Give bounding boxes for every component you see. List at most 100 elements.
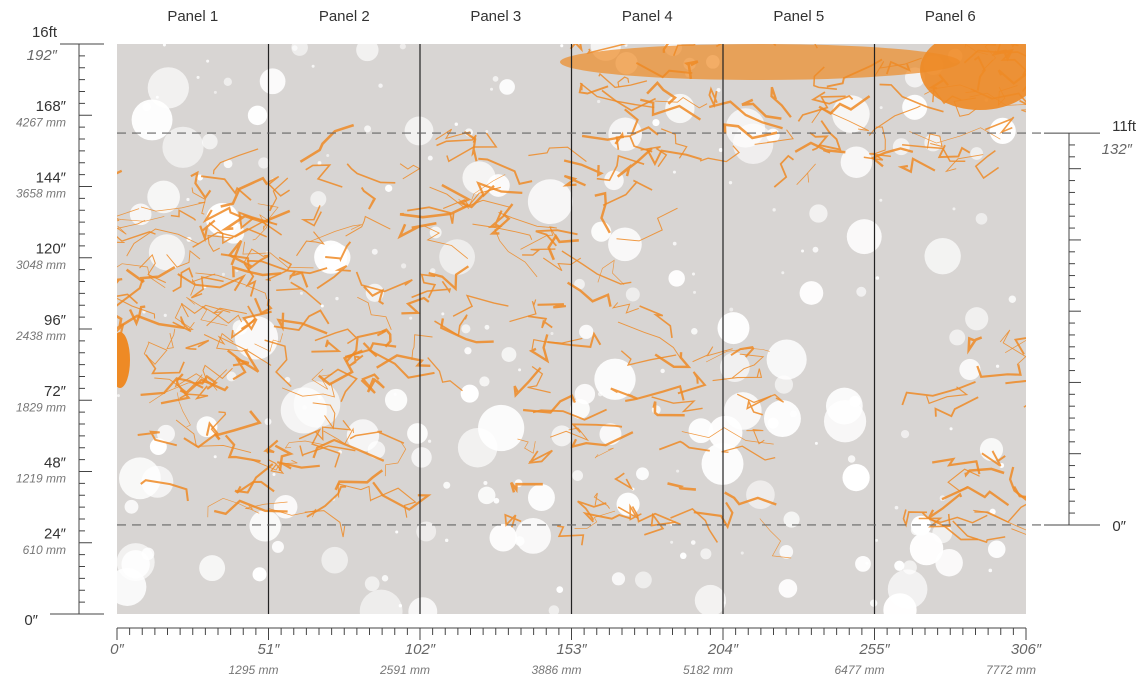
bubble (729, 307, 734, 312)
bubble (856, 286, 867, 297)
ruler-label: 0″ (24, 612, 38, 629)
ruler-label: 0″ (1112, 518, 1126, 535)
vein (154, 374, 203, 393)
panel-label: Panel 5 (773, 8, 824, 25)
vein (476, 181, 523, 198)
vein (370, 487, 417, 518)
vein (207, 497, 260, 518)
vein (166, 328, 176, 350)
bubble (162, 44, 166, 47)
vein (264, 339, 292, 388)
bubble (690, 540, 696, 545)
vein (926, 386, 969, 405)
bubble (902, 94, 928, 120)
vein (1041, 364, 1104, 391)
bubble (1008, 295, 1017, 303)
vein (306, 485, 347, 518)
bubble (550, 331, 554, 336)
bubble (691, 272, 696, 276)
vein (974, 149, 1000, 180)
vein (436, 134, 477, 147)
bubble (979, 438, 1004, 462)
vein (311, 339, 342, 353)
vein (220, 209, 291, 231)
bubble (364, 576, 380, 592)
bubble (258, 157, 270, 169)
vein (276, 312, 328, 335)
bubble (799, 281, 824, 305)
vein (1049, 416, 1077, 441)
panel-label: Panel 4 (622, 8, 673, 25)
vein (602, 179, 653, 207)
bubble (247, 105, 268, 126)
vein (918, 513, 951, 528)
vein (1013, 337, 1026, 355)
bubble (483, 480, 488, 486)
bubble (870, 599, 878, 607)
bubble (847, 455, 856, 463)
vein (997, 3, 1070, 26)
vein (212, 148, 259, 175)
vein (276, 281, 322, 306)
bubble (774, 375, 794, 394)
vein (311, 368, 333, 390)
bubble (887, 569, 928, 610)
vein (381, 328, 392, 348)
bubble (716, 87, 721, 93)
vein (227, 239, 252, 268)
vein (180, 303, 231, 318)
ruler-label: 7772 mm (986, 663, 1036, 677)
bubble (409, 316, 413, 320)
vein (117, 279, 144, 307)
vein (117, 219, 146, 235)
vein (723, 123, 778, 140)
vein (616, 207, 678, 242)
bubble (492, 75, 499, 82)
ruler-label: 120″ (36, 241, 67, 258)
vein (1005, 379, 1026, 385)
bubble (679, 552, 687, 560)
bubble (367, 441, 386, 459)
bubble (959, 358, 981, 381)
vein (758, 0, 785, 4)
vein (658, 440, 710, 452)
bubble (404, 116, 434, 146)
vein (213, 499, 288, 516)
vein (1105, 104, 1138, 116)
ruler-label: 3048 mm (16, 258, 66, 272)
ruler-label: 72″ (44, 383, 67, 400)
vein (952, 520, 1006, 544)
bubble (141, 547, 155, 561)
bubble (234, 316, 279, 360)
vein (201, 305, 243, 324)
vein (617, 503, 642, 521)
vein (140, 377, 204, 396)
bubble (464, 347, 472, 355)
vein (202, 364, 233, 383)
vein (224, 434, 261, 463)
bubble (484, 324, 490, 330)
vein (357, 296, 392, 330)
bubble (489, 524, 518, 552)
vein (754, 129, 794, 145)
ruler-label: 255″ (858, 641, 890, 658)
vein (594, 191, 611, 234)
vein (160, 373, 191, 405)
vein (1067, 399, 1116, 409)
vein (220, 176, 269, 208)
bubble (461, 324, 471, 334)
vein (909, 127, 1001, 144)
vein (797, 95, 846, 122)
bubble (272, 473, 276, 477)
vein (557, 525, 585, 546)
vein (901, 381, 976, 406)
vein (299, 123, 355, 163)
ruler-label: 5182 mm (683, 663, 733, 677)
ruler-label: 51″ (258, 641, 281, 658)
vein (1056, 66, 1094, 77)
bubble (855, 555, 871, 572)
vein (1098, 69, 1138, 86)
vein (543, 257, 582, 272)
vein (246, 259, 328, 275)
